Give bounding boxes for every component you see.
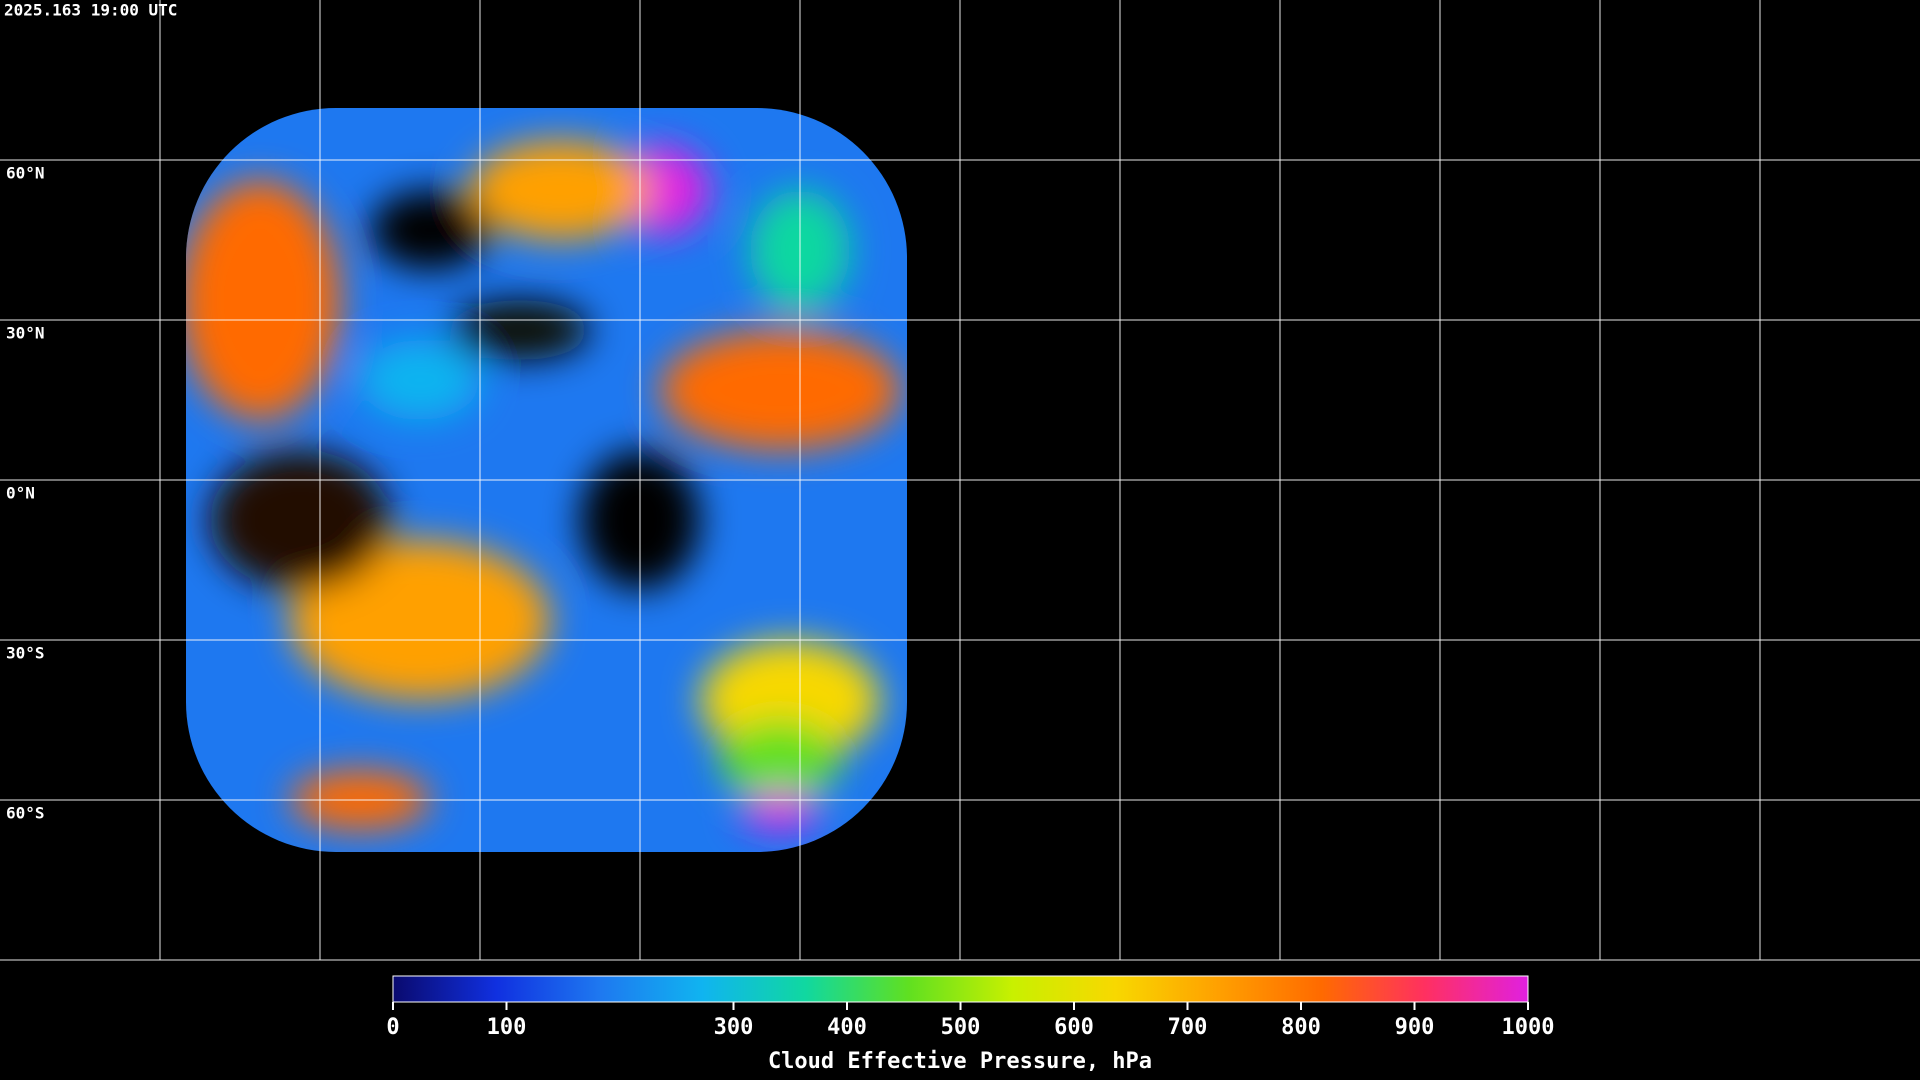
latitude-label: 30°S bbox=[6, 644, 45, 663]
colorbar-tick-label: 900 bbox=[1395, 1015, 1435, 1040]
colorbar-tick-label: 0 bbox=[386, 1015, 399, 1040]
colorbar-tick-label: 800 bbox=[1281, 1015, 1321, 1040]
colorbar-tick-label: 300 bbox=[714, 1015, 754, 1040]
colorbar-tick-label: 700 bbox=[1168, 1015, 1208, 1040]
colorbar-tick-label: 1000 bbox=[1502, 1015, 1555, 1040]
timestamp: 2025.163 19:00 UTC bbox=[4, 1, 177, 20]
latitude-label: 30°N bbox=[6, 324, 45, 343]
colorbar-tick-label: 600 bbox=[1054, 1015, 1094, 1040]
colorbar bbox=[392, 975, 1529, 1003]
latitude-label: 60°N bbox=[6, 164, 45, 183]
latitude-label: 0°N bbox=[6, 484, 35, 503]
colorbar-tick-label: 500 bbox=[941, 1015, 981, 1040]
colorbar-tick-label: 100 bbox=[487, 1015, 527, 1040]
graticule bbox=[0, 0, 1920, 961]
colorbar-title: Cloud Effective Pressure, hPa bbox=[768, 1049, 1152, 1074]
colorbar-tick-label: 400 bbox=[827, 1015, 867, 1040]
latitude-label: 60°S bbox=[6, 804, 45, 823]
